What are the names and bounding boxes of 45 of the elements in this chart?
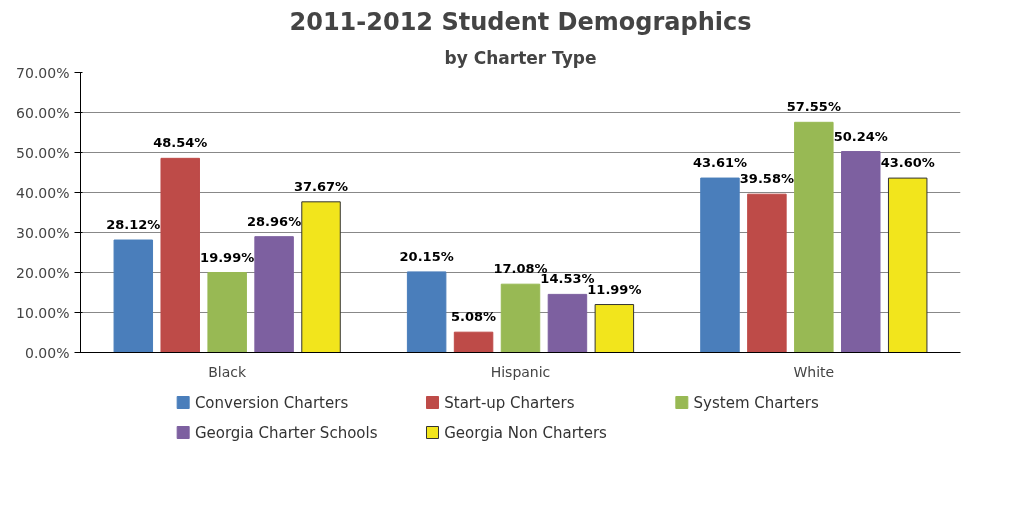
x-tick-label: Hispanic — [490, 363, 551, 380]
data-label: 57.55% — [786, 99, 841, 115]
data-label: 5.08% — [451, 309, 497, 325]
bar — [700, 177, 740, 353]
y-tick-label: 30.00% — [16, 224, 70, 241]
bar — [594, 304, 635, 353]
data-label: 50.24% — [833, 128, 888, 144]
bar — [500, 283, 541, 353]
bar — [160, 157, 200, 353]
bar — [453, 331, 494, 353]
legend-label: System Charters — [693, 393, 819, 412]
y-tick-label: 10.00% — [16, 304, 70, 321]
data-label: 37.67% — [293, 178, 349, 194]
legend-label: Start-up Charters — [444, 393, 575, 412]
y-tick-label: 60.00% — [16, 104, 70, 121]
bar — [406, 271, 447, 353]
bar — [301, 201, 341, 353]
bar — [113, 239, 154, 353]
y-tick-label: 50.00% — [16, 144, 70, 161]
y-tick-label: 0.00% — [25, 344, 70, 361]
data-label: 39.58% — [739, 171, 794, 187]
data-label: 43.61% — [692, 155, 748, 171]
legend-label: Georgia Charter Schools — [194, 423, 378, 442]
bar — [747, 193, 787, 353]
bar — [887, 177, 928, 353]
bar — [841, 151, 881, 353]
chart-subtitle: by Charter Type — [444, 47, 597, 68]
y-tick-label: 20.00% — [16, 264, 70, 281]
legend-label: Georgia Non Charters — [444, 423, 608, 442]
data-label: 48.54% — [153, 135, 208, 151]
data-label: 28.12% — [106, 217, 161, 233]
data-label: 43.60% — [880, 155, 935, 171]
chart-title: 2011-2012 Student Demographics — [289, 7, 752, 36]
bar — [207, 272, 247, 353]
x-tick-label: Black — [208, 363, 247, 380]
y-tick-label: 70.00% — [16, 64, 70, 81]
bar — [254, 236, 294, 353]
legend-label: Conversion Charters — [194, 393, 349, 412]
data-label: 28.96% — [247, 213, 302, 229]
bar — [547, 293, 588, 353]
data-label: 20.15% — [399, 248, 454, 264]
x-tick-label: White — [793, 363, 835, 380]
data-label: 19.99% — [200, 249, 255, 265]
y-tick-label: 40.00% — [16, 184, 70, 201]
bar — [794, 121, 834, 353]
